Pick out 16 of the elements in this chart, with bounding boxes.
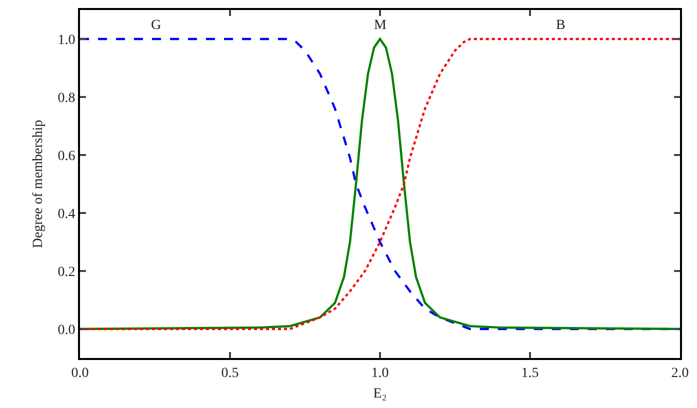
x-axis-title: E₂ [373, 386, 387, 402]
y-tick-label: 0.8 [58, 90, 76, 106]
x-tick-label: 0.0 [71, 366, 89, 381]
y-tick-label: 0.4 [58, 206, 76, 222]
x-tick-label: 0.5 [221, 366, 239, 381]
x-tick-label: 2.0 [671, 366, 689, 381]
y-tick-label: 0.0 [58, 322, 76, 338]
series-label: G [151, 18, 162, 33]
y-tick-label: 1.0 [58, 32, 76, 48]
series-label: M [374, 18, 387, 33]
y-tick-label: 0.6 [58, 148, 76, 164]
y-axis-title: Degree of membership [30, 120, 46, 248]
x-tick-label: 1.5 [521, 366, 539, 381]
x-tick-label: 1.0 [371, 366, 389, 381]
y-tick-label: 0.2 [58, 264, 76, 280]
series-label: B [556, 18, 566, 33]
